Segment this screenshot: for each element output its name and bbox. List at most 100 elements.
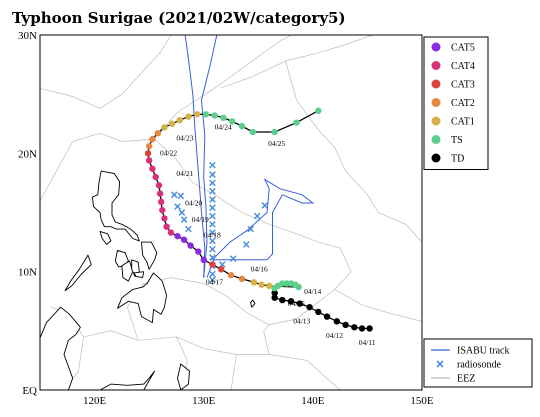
- radiosonde-marker: [261, 202, 269, 209]
- track-point-td: [296, 300, 303, 307]
- legend-label: CAT4: [451, 61, 475, 72]
- track-point-td: [306, 303, 313, 311]
- y-tick-label: 10N: [18, 267, 37, 279]
- date-label: 04/24: [215, 123, 232, 132]
- track-point-cat4: [161, 215, 168, 222]
- eez-boundary: [219, 35, 374, 89]
- legend-x-swatch: [436, 360, 444, 368]
- radiosonde-marker: [209, 204, 216, 212]
- legend-label: CAT3: [451, 80, 475, 91]
- isabu-track: [206, 178, 315, 278]
- coastline: [99, 370, 156, 390]
- radiosonde-marker: [209, 270, 216, 278]
- coastline: [117, 272, 168, 324]
- radiosonde-marker: [174, 203, 181, 210]
- track-point-td: [342, 321, 349, 329]
- track-point-cat1: [168, 120, 176, 127]
- track-point-td: [271, 294, 278, 301]
- track-point-td: [315, 308, 322, 316]
- legend-label: CAT1: [451, 117, 475, 128]
- track-point-cat1: [193, 111, 201, 118]
- coastline: [121, 260, 134, 282]
- radiosonde-marker: [178, 209, 186, 216]
- track-legend: ISABU track radiosonde EEZ: [423, 338, 533, 388]
- date-label: 04/19: [192, 215, 209, 224]
- legend-swatch-cat2: [431, 98, 441, 107]
- radiosonde-marker: [209, 196, 216, 203]
- track-point-cat4: [149, 165, 156, 172]
- date-label: 04/22: [160, 149, 177, 158]
- coastline: [133, 271, 145, 279]
- y-tick-label: 20N: [18, 148, 37, 160]
- coastline: [40, 306, 81, 390]
- radiosonde-marker: [185, 225, 192, 233]
- x-tick-label: 150E: [410, 395, 434, 407]
- track-point-cat2: [149, 135, 156, 143]
- track-point-cat3: [209, 261, 216, 268]
- track-point-cat4: [156, 190, 164, 197]
- eez-boundary: [40, 35, 292, 201]
- isabu-track: [200, 35, 218, 278]
- y-tick-label: 30N: [18, 30, 37, 42]
- radiosonde-marker: [177, 192, 185, 200]
- date-label: 04/25: [268, 139, 285, 148]
- coastline: [64, 254, 92, 292]
- track-point-cat1: [185, 113, 192, 120]
- track-point-cat4: [155, 182, 163, 189]
- date-label: 04/12: [326, 331, 343, 340]
- coastline: [177, 363, 190, 390]
- eez-boundary: [296, 233, 422, 322]
- radiosonde-marker: [209, 161, 216, 169]
- legend-swatch-cat4: [431, 61, 441, 70]
- map-plot-area: 04/11 04/12 04/13 04/15 04/14 04/16 04/17 04/18…: [40, 35, 422, 390]
- eez-boundary: [154, 138, 297, 235]
- legend-swatch-td: [431, 153, 441, 163]
- isabu-track: [184, 35, 206, 278]
- track-point-cat2: [154, 130, 162, 137]
- date-label: 04/18: [204, 230, 221, 239]
- radiosonde-marker: [253, 212, 261, 220]
- legend-label: CAT5: [451, 43, 475, 54]
- radiosonde-marker: [209, 179, 216, 187]
- track-point-td: [279, 296, 286, 304]
- track-point-cat4: [167, 229, 175, 236]
- axis-labels: 120E 130E 140E 150E EQ 10N 20N 30N: [18, 30, 434, 407]
- track-point-ts: [238, 122, 246, 130]
- legend-swatch-cat1: [431, 116, 441, 126]
- track-point-td: [287, 298, 295, 305]
- track-point-ts: [293, 119, 300, 126]
- legend-swatch-ts: [431, 135, 441, 144]
- coastline: [141, 241, 158, 270]
- radiosonde-marker: [209, 276, 216, 284]
- track-point-cat1: [266, 282, 273, 290]
- coastline: [250, 299, 256, 308]
- radiosonde-marker: [209, 254, 216, 261]
- category-legend: CAT5 CAT4 CAT3 CAT2 CAT1 TS TD: [423, 36, 489, 170]
- date-label: 04/11: [359, 338, 376, 347]
- track-point-cat4: [157, 198, 165, 206]
- date-label: 04/23: [176, 133, 193, 142]
- track-point-cat2: [227, 272, 235, 279]
- track-point-cat1: [258, 281, 265, 288]
- radiosonde-marker: [180, 216, 188, 223]
- coastline: [91, 170, 140, 242]
- radiosonde-marker: [209, 187, 216, 195]
- legend-label: TS: [451, 135, 463, 146]
- track-point-cat5: [180, 236, 188, 243]
- legend-swatch-cat5: [431, 42, 441, 52]
- track-point-ts: [249, 128, 257, 136]
- date-label: 04/17: [206, 278, 223, 287]
- radiosonde-marker: [242, 241, 250, 248]
- track-point-ts: [271, 128, 278, 136]
- legend-label: ISABU track: [457, 346, 510, 357]
- track-point-td: [358, 325, 366, 332]
- radiosonde-marker: [209, 171, 216, 178]
- legend-label: radiosonde: [457, 360, 501, 371]
- radiosonde-marker: [247, 225, 254, 233]
- track-point-cat4: [159, 206, 166, 214]
- radiosonde-marker: [209, 212, 216, 220]
- track-point-ts: [228, 118, 236, 125]
- coastline: [99, 230, 112, 245]
- radiosonde-marker: [209, 221, 216, 228]
